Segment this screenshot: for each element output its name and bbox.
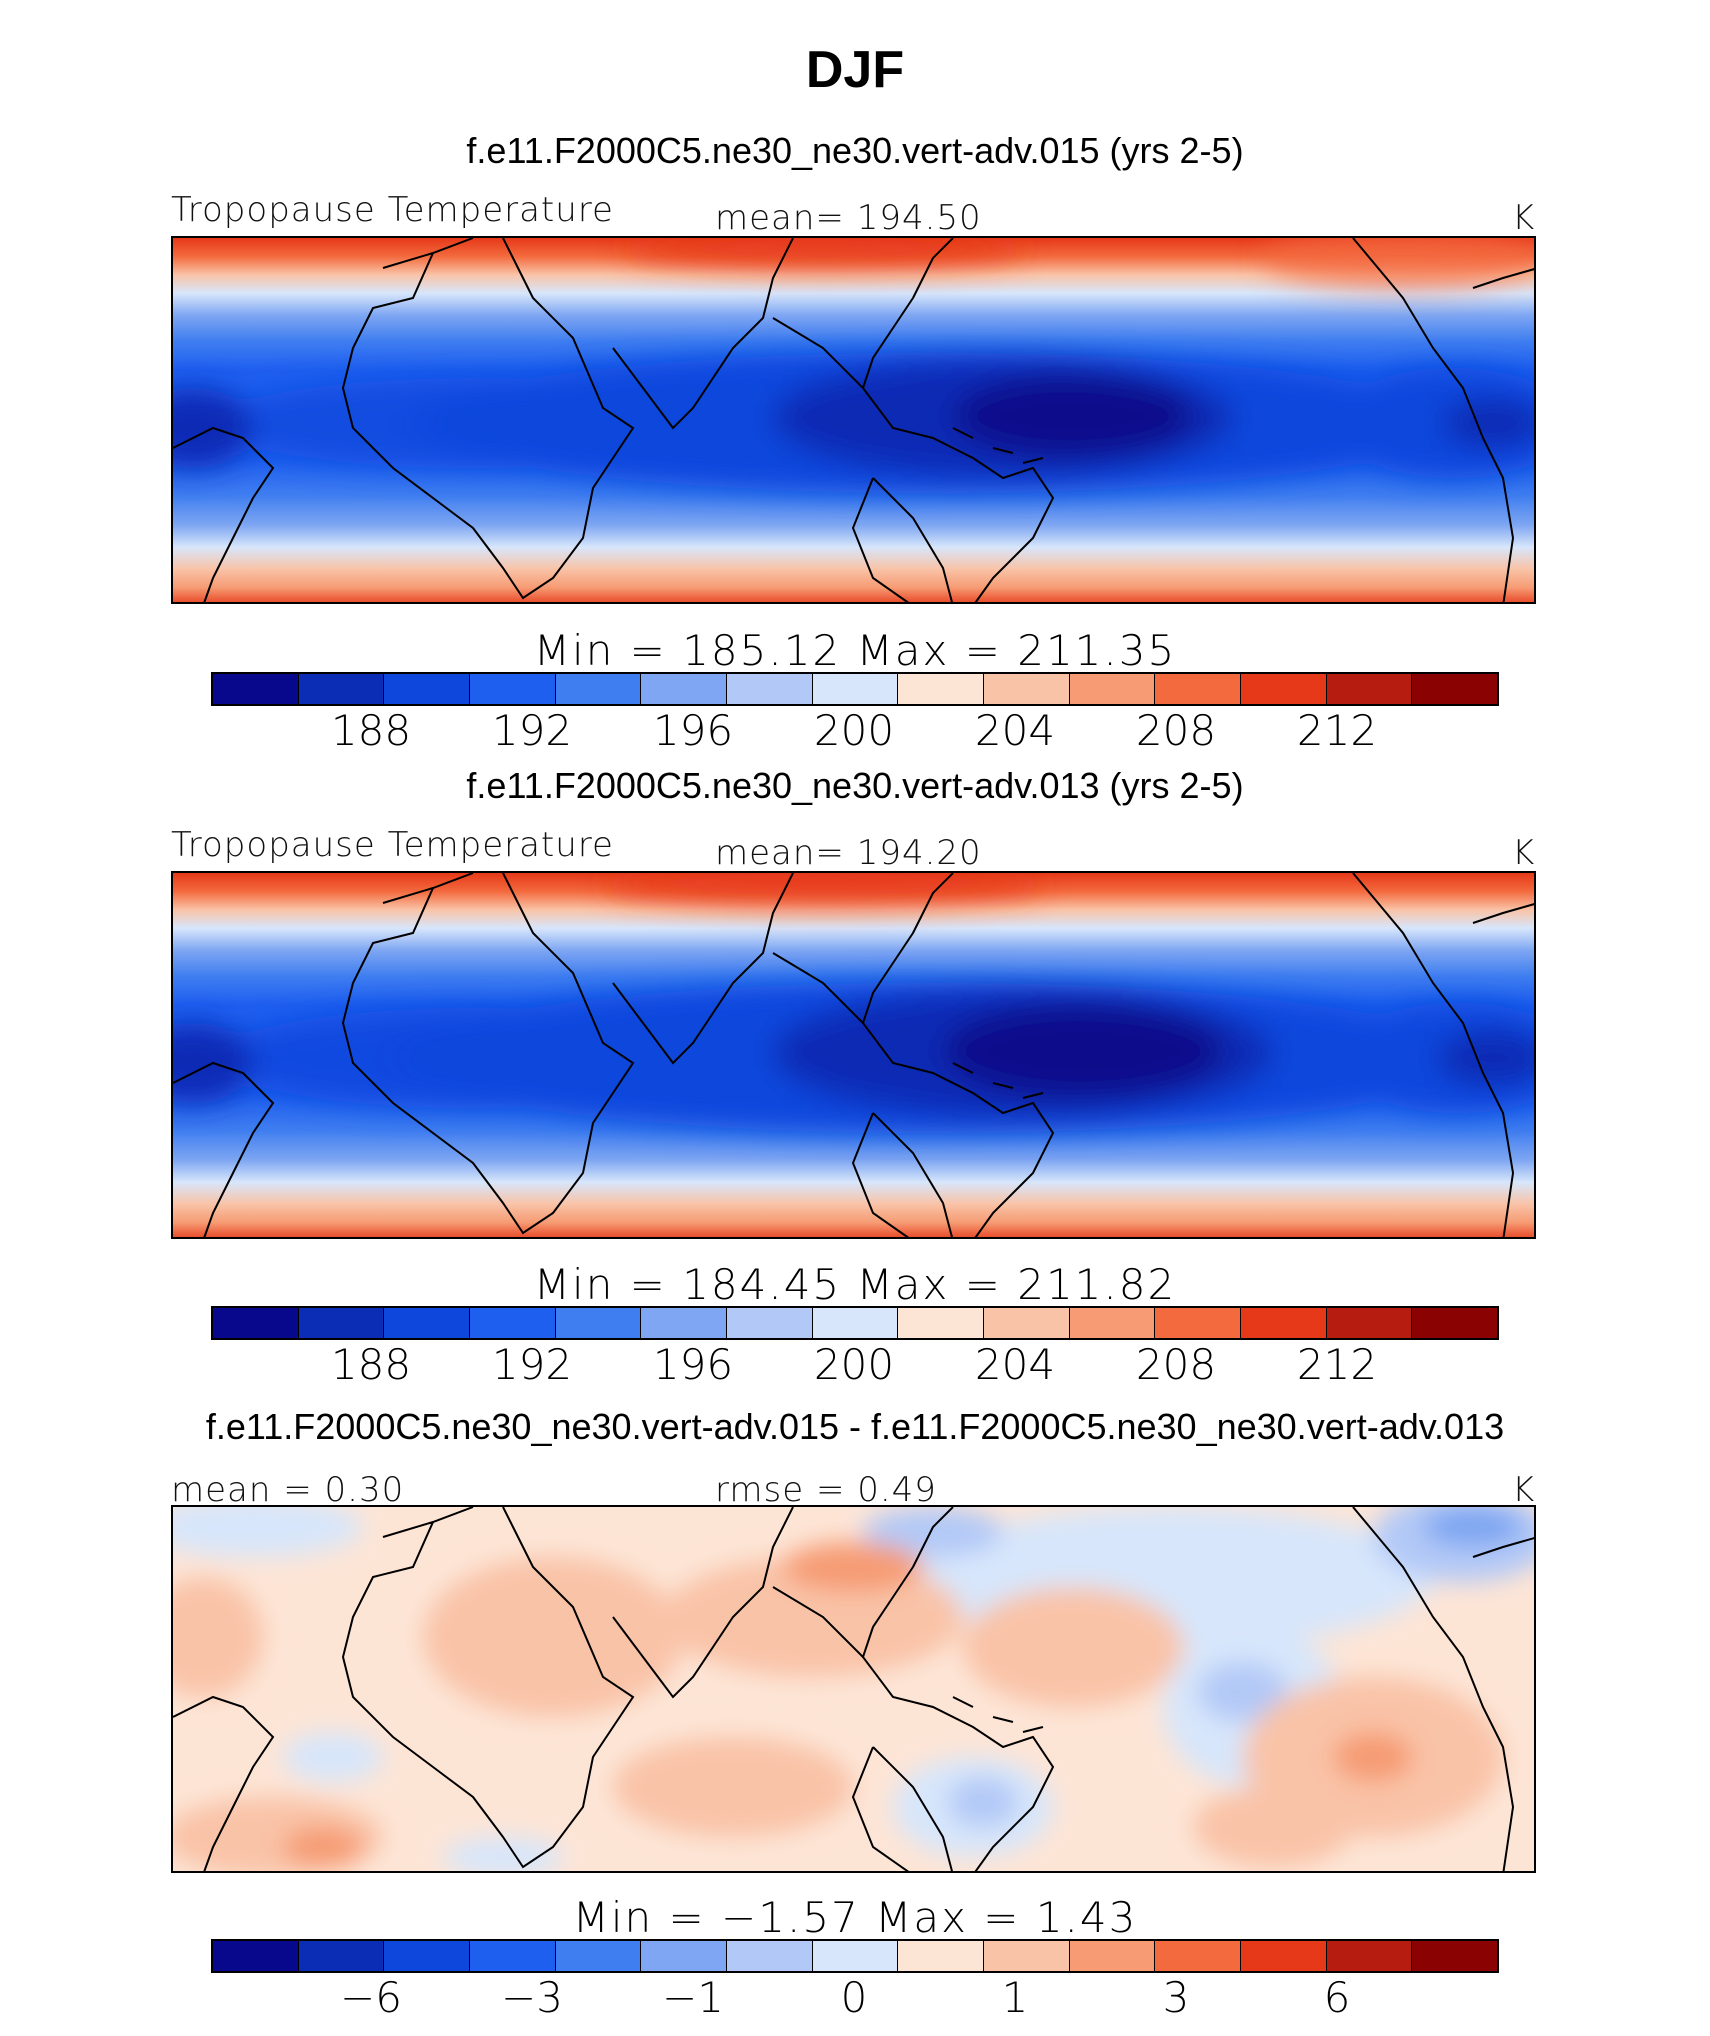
colorbar-swatch — [555, 1941, 642, 1971]
panel-1-colorbar-tick: 212 — [1296, 706, 1378, 755]
colorbar-swatch — [812, 1941, 899, 1971]
colorbar-swatch — [984, 1308, 1070, 1338]
panel-2-colorbar-tick: 212 — [1296, 1340, 1378, 1389]
panel-3-colorbar-tick: −1 — [662, 1973, 724, 2022]
panel-1-variable-label: Tropopause Temperature — [171, 190, 614, 230]
panel-3-map — [171, 1505, 1536, 1873]
panel-2-colorbar — [211, 1306, 1499, 1340]
colorbar-swatch — [384, 1941, 471, 1971]
colorbar-swatch — [1241, 1308, 1327, 1338]
colorbar-swatch — [984, 674, 1070, 704]
colorbar-swatch — [898, 1308, 985, 1338]
colorbar-swatch — [213, 674, 299, 704]
colorbar-swatch — [1412, 1308, 1498, 1338]
colorbar-swatch — [1241, 1941, 1327, 1971]
colorbar-swatch — [555, 1308, 642, 1338]
panel-2-map — [171, 871, 1536, 1239]
panel-2-coastlines — [173, 873, 1534, 1237]
colorbar-swatch — [384, 1308, 471, 1338]
panel-1-minmax: Min = 185.12 Max = 211.35 — [533, 626, 1177, 675]
panel-3-colorbar-tick: 6 — [1323, 1973, 1351, 2022]
panel-3-mean-label: mean = 0.30 — [171, 1470, 405, 1510]
panel-1-colorbar-tick: 200 — [813, 706, 895, 755]
colorbar-swatch — [1241, 674, 1327, 704]
colorbar-swatch — [984, 1941, 1070, 1971]
panel-3-colorbar-tick: −3 — [501, 1973, 563, 2022]
colorbar-swatch — [1412, 1941, 1498, 1971]
panel-1-map — [171, 236, 1536, 604]
colorbar-swatch — [812, 674, 899, 704]
panel-3-units-label: K — [1512, 1470, 1536, 1510]
colorbar-swatch — [470, 1941, 556, 1971]
colorbar-swatch — [1326, 1941, 1413, 1971]
colorbar-swatch — [298, 674, 385, 704]
panel-3-colorbar-tick: −6 — [340, 1973, 402, 2022]
panel-1-title: f.e11.F2000C5.ne30_ne30.vert-adv.015 (yr… — [466, 130, 1244, 171]
panel-3-colorbar-tick: 3 — [1162, 1973, 1190, 2022]
panel-2-variable-label: Tropopause Temperature — [171, 825, 614, 865]
colorbar-swatch — [1069, 1941, 1156, 1971]
panel-2-colorbar-tick: 196 — [652, 1340, 734, 1389]
colorbar-swatch — [470, 674, 556, 704]
colorbar-swatch — [1069, 674, 1156, 704]
panel-3-colorbar — [211, 1939, 1499, 1973]
panel-1-colorbar-tick: 204 — [974, 706, 1056, 755]
colorbar-swatch — [898, 674, 985, 704]
panel-3-rmse-label: rmse = 0.49 — [715, 1470, 937, 1510]
panel-1-units-label: K — [1512, 198, 1536, 238]
colorbar-swatch — [213, 1941, 299, 1971]
panel-3-map-svg — [173, 1507, 1534, 1871]
panel-2-colorbar-tick: 208 — [1135, 1340, 1217, 1389]
colorbar-swatch — [641, 1308, 728, 1338]
colorbar-swatch — [298, 1941, 385, 1971]
colorbar-swatch — [727, 1308, 813, 1338]
colorbar-swatch — [1326, 1308, 1413, 1338]
colorbar-swatch — [470, 1308, 556, 1338]
panel-1-colorbar-tick: 208 — [1135, 706, 1217, 755]
colorbar-swatch — [298, 1308, 385, 1338]
colorbar-swatch — [1155, 1308, 1242, 1338]
colorbar-swatch — [898, 1941, 985, 1971]
panel-1-colorbar-tick: 196 — [652, 706, 734, 755]
panel-2-colorbar-tick: 188 — [330, 1340, 412, 1389]
panel-2-colorbar-tick: 200 — [813, 1340, 895, 1389]
panel-2-map-svg — [173, 873, 1534, 1237]
panel-2-title: f.e11.F2000C5.ne30_ne30.vert-adv.013 (yr… — [466, 765, 1244, 806]
colorbar-swatch — [1155, 674, 1242, 704]
colorbar-swatch — [641, 674, 728, 704]
colorbar-swatch — [1412, 674, 1498, 704]
panel-2-minmax: Min = 184.45 Max = 211.82 — [533, 1260, 1177, 1309]
panel-3-colorbar-tick: 1 — [1001, 1973, 1029, 2022]
panel-2-colorbar-tick: 204 — [974, 1340, 1056, 1389]
colorbar-swatch — [555, 674, 642, 704]
panel-1-coastlines — [173, 238, 1534, 602]
panel-1-colorbar — [211, 672, 1499, 706]
panel-1-colorbar-tick: 188 — [330, 706, 412, 755]
colorbar-swatch — [812, 1308, 899, 1338]
panel-2-units-label: K — [1512, 833, 1536, 873]
panel-1-map-svg — [173, 238, 1534, 602]
panel-3-title: f.e11.F2000C5.ne30_ne30.vert-adv.015 - f… — [205, 1406, 1505, 1447]
panel-1-colorbar-tick: 192 — [491, 706, 573, 755]
colorbar-swatch — [641, 1941, 728, 1971]
panel-2-mean-label: mean= 194.20 — [715, 833, 982, 873]
panel-3-coastlines — [173, 1507, 1534, 1871]
panel-3-colorbar-tick: 0 — [840, 1973, 868, 2022]
colorbar-swatch — [727, 1941, 813, 1971]
panel-3-minmax: Min = −1.57 Max = 1.43 — [572, 1893, 1138, 1942]
figure-title: DJF — [805, 41, 905, 99]
panel-1-mean-label: mean= 194.50 — [715, 198, 982, 238]
colorbar-swatch — [384, 674, 471, 704]
colorbar-swatch — [727, 674, 813, 704]
colorbar-swatch — [213, 1308, 299, 1338]
panel-2-colorbar-tick: 192 — [491, 1340, 573, 1389]
colorbar-swatch — [1155, 1941, 1242, 1971]
colorbar-swatch — [1326, 674, 1413, 704]
colorbar-swatch — [1069, 1308, 1156, 1338]
